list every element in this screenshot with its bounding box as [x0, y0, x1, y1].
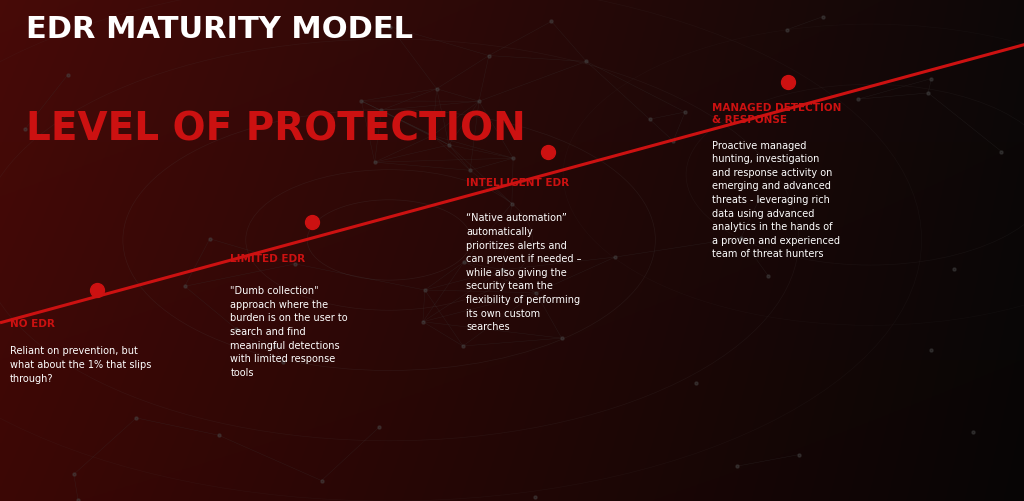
Point: [760, 273, 776, 281]
Point: [471, 98, 487, 106]
Point: [732, 234, 749, 242]
Point: [993, 148, 1010, 156]
Point: [382, 24, 398, 32]
Text: Proactive managed
hunting, investigation
and response activity on
emerging and a: Proactive managed hunting, investigation…: [712, 140, 840, 259]
Text: LEVEL OF PROTECTION: LEVEL OF PROTECTION: [26, 110, 525, 148]
Point: [70, 496, 86, 501]
Point: [924, 76, 940, 84]
Point: [373, 107, 389, 115]
Point: [287, 261, 303, 269]
Point: [176, 283, 193, 291]
Point: [923, 347, 939, 355]
Point: [920, 90, 936, 98]
Point: [850, 96, 866, 104]
Text: Reliant on prevention, but
what about the 1% that slips
through?: Reliant on prevention, but what about th…: [10, 346, 152, 383]
Point: [815, 14, 831, 22]
Point: [274, 358, 291, 366]
Point: [456, 259, 472, 267]
Point: [543, 19, 559, 27]
Point: [945, 265, 962, 273]
Point: [687, 379, 703, 387]
Point: [607, 254, 624, 262]
Point: [965, 428, 981, 436]
Point: [579, 58, 595, 66]
Text: “Native automation”
automatically
prioritizes alerts and
can prevent if needed –: “Native automation” automatically priori…: [466, 213, 582, 332]
Point: [415, 318, 431, 326]
Point: [527, 493, 544, 501]
Point: [440, 142, 457, 150]
Point: [424, 132, 440, 140]
Point: [202, 235, 218, 243]
Point: [779, 27, 796, 35]
Point: [353, 98, 370, 106]
Point: [59, 72, 76, 80]
Point: [128, 414, 144, 422]
Point: [210, 431, 226, 439]
Point: [480, 53, 497, 61]
Point: [553, 335, 569, 343]
Point: [227, 325, 244, 333]
Point: [367, 159, 383, 167]
Point: [266, 342, 283, 350]
Point: [313, 476, 330, 484]
Point: [455, 342, 471, 350]
Text: MANAGED DETECTION
& RESPONSE: MANAGED DETECTION & RESPONSE: [712, 103, 841, 124]
Point: [527, 289, 544, 297]
Point: [641, 116, 657, 124]
Point: [751, 196, 767, 204]
Text: INTELLIGENT EDR: INTELLIGENT EDR: [466, 178, 569, 188]
Point: [505, 155, 521, 163]
Text: "Dumb collection"
approach where the
burden is on the user to
search and find
me: "Dumb collection" approach where the bur…: [230, 286, 348, 377]
Point: [495, 266, 511, 274]
Point: [504, 200, 520, 208]
Text: NO EDR: NO EDR: [10, 318, 55, 328]
Point: [428, 86, 444, 94]
Point: [462, 167, 478, 175]
Text: EDR MATURITY MODEL: EDR MATURITY MODEL: [26, 15, 413, 44]
Point: [728, 462, 744, 470]
Point: [66, 470, 82, 478]
Point: [371, 423, 387, 431]
Point: [791, 451, 807, 459]
Point: [665, 138, 681, 146]
Point: [677, 109, 693, 117]
Point: [417, 287, 433, 295]
Text: LIMITED EDR: LIMITED EDR: [230, 253, 305, 263]
Point: [17, 125, 34, 133]
